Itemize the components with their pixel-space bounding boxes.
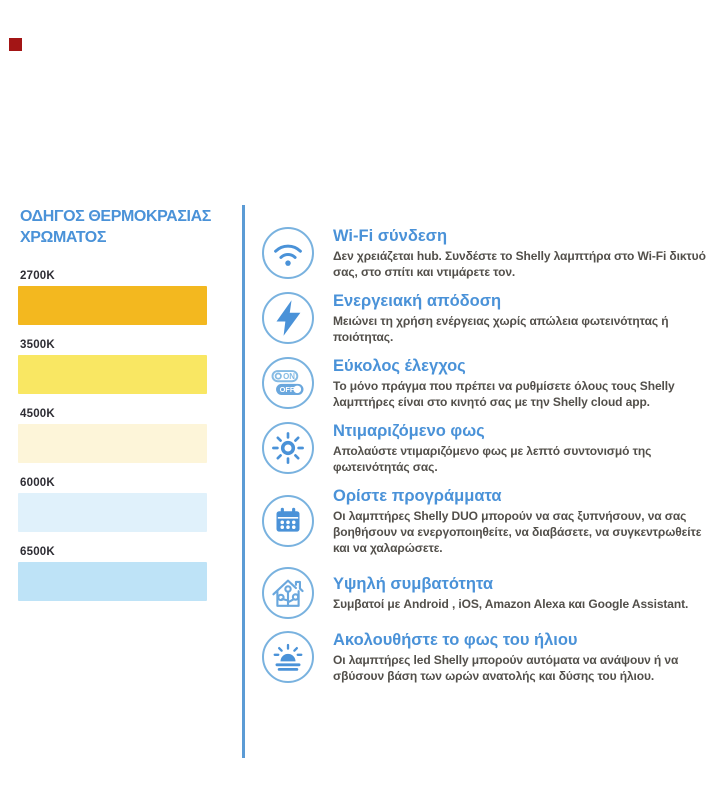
swatch-6000k: 6000K bbox=[18, 477, 246, 532]
sunrise-icon bbox=[262, 631, 314, 683]
feature-list: Wi-Fi σύνδεση Δεν χρειάζεται hub. Συνδέσ… bbox=[262, 226, 720, 695]
dimmer-sun-icon bbox=[262, 422, 314, 474]
feature-body: Συμβατοί με Android , iOS, Amazon Alexa … bbox=[333, 597, 689, 611]
feature-row-sunlight: Ακολουθήστε το φως του ήλιου Οι λαμπτήρε… bbox=[262, 630, 720, 684]
swatch-2700k: 2700K bbox=[18, 270, 246, 325]
smart-home-icon bbox=[262, 567, 314, 619]
feature-body: Το μόνο πράγμα που πρέπει να ρυθμίσετε ό… bbox=[333, 379, 675, 409]
toggle-on-label: ON bbox=[283, 372, 295, 381]
feature-row-control: ON OFF Εύκολος έλεγχος Το μόνο πράγμα πο… bbox=[262, 356, 720, 410]
feature-title: Υψηλή συμβατότητα bbox=[333, 575, 494, 593]
feature-title: Ενεργειακή απόδοση bbox=[333, 292, 502, 310]
feature-body: Μειώνει τη χρήση ενέργειας χωρίς απώλεια… bbox=[333, 314, 669, 344]
feature-body: Οι λαμπτήρες Shelly DUO μπορούν να σας ξ… bbox=[333, 509, 702, 555]
feature-row-energy: Ενεργειακή απόδοση Μειώνει τη χρήση ενέρ… bbox=[262, 291, 720, 345]
calendar-icon bbox=[262, 495, 314, 547]
swatch-6500k: 6500K bbox=[18, 546, 246, 601]
feature-title: Wi-Fi σύνδεση bbox=[333, 227, 448, 245]
swatch-bar bbox=[18, 424, 207, 463]
swatch-bar bbox=[18, 562, 207, 601]
swatch-label: 3500K bbox=[20, 339, 55, 351]
wifi-icon bbox=[262, 227, 314, 279]
feature-title: Ορίστε προγράμματα bbox=[333, 487, 502, 505]
feature-title: Ντιμαριζόμενο φως bbox=[333, 422, 485, 440]
energy-bolt-icon bbox=[262, 292, 314, 344]
swatch-4500k: 4500K bbox=[18, 408, 246, 463]
feature-body: Οι λαμπτήρες led Shelly μπορούν αυτόματα… bbox=[333, 653, 679, 683]
swatch-label: 2700K bbox=[20, 270, 55, 282]
feature-body: Απολαύστε ντιμαριζόμενο φως με λεπτό συν… bbox=[333, 444, 652, 474]
color-temperature-guide: ΟΔΗΓΟΣ ΘΕΡΜΟΚΡΑΣΙΑΣ ΧΡΩΜΑΤΟΣ 2700K 3500K… bbox=[18, 206, 246, 615]
on-off-toggle-icon: ON OFF bbox=[262, 357, 314, 409]
swatch-bar bbox=[18, 355, 207, 394]
guide-title: ΟΔΗΓΟΣ ΘΕΡΜΟΚΡΑΣΙΑΣ ΧΡΩΜΑΤΟΣ bbox=[20, 208, 211, 246]
feature-title: Εύκολος έλεγχος bbox=[333, 357, 466, 375]
feature-body: Δεν χρειάζεται hub. Συνδέστε το Shelly λ… bbox=[333, 249, 706, 279]
swatch-label: 6000K bbox=[20, 477, 55, 489]
feature-title: Ακολουθήστε το φως του ήλιου bbox=[333, 631, 578, 649]
vertical-divider bbox=[242, 205, 245, 758]
feature-row-dimmable: Ντιμαριζόμενο φως Απολαύστε ντιμαριζόμεν… bbox=[262, 421, 720, 475]
swatch-3500k: 3500K bbox=[18, 339, 246, 394]
feature-row-schedules: Ορίστε προγράμματα Οι λαμπτήρες Shelly D… bbox=[262, 486, 720, 556]
feature-row-compatibility: Υψηλή συμβατότητα Συμβατοί με Android , … bbox=[262, 567, 720, 619]
swatch-label: 6500K bbox=[20, 546, 55, 558]
toggle-off-label: OFF bbox=[280, 385, 295, 394]
feature-row-wifi: Wi-Fi σύνδεση Δεν χρειάζεται hub. Συνδέσ… bbox=[262, 226, 720, 280]
red-marker-square bbox=[9, 38, 22, 51]
swatch-label: 4500K bbox=[20, 408, 55, 420]
swatch-bar bbox=[18, 286, 207, 325]
swatch-bar bbox=[18, 493, 207, 532]
